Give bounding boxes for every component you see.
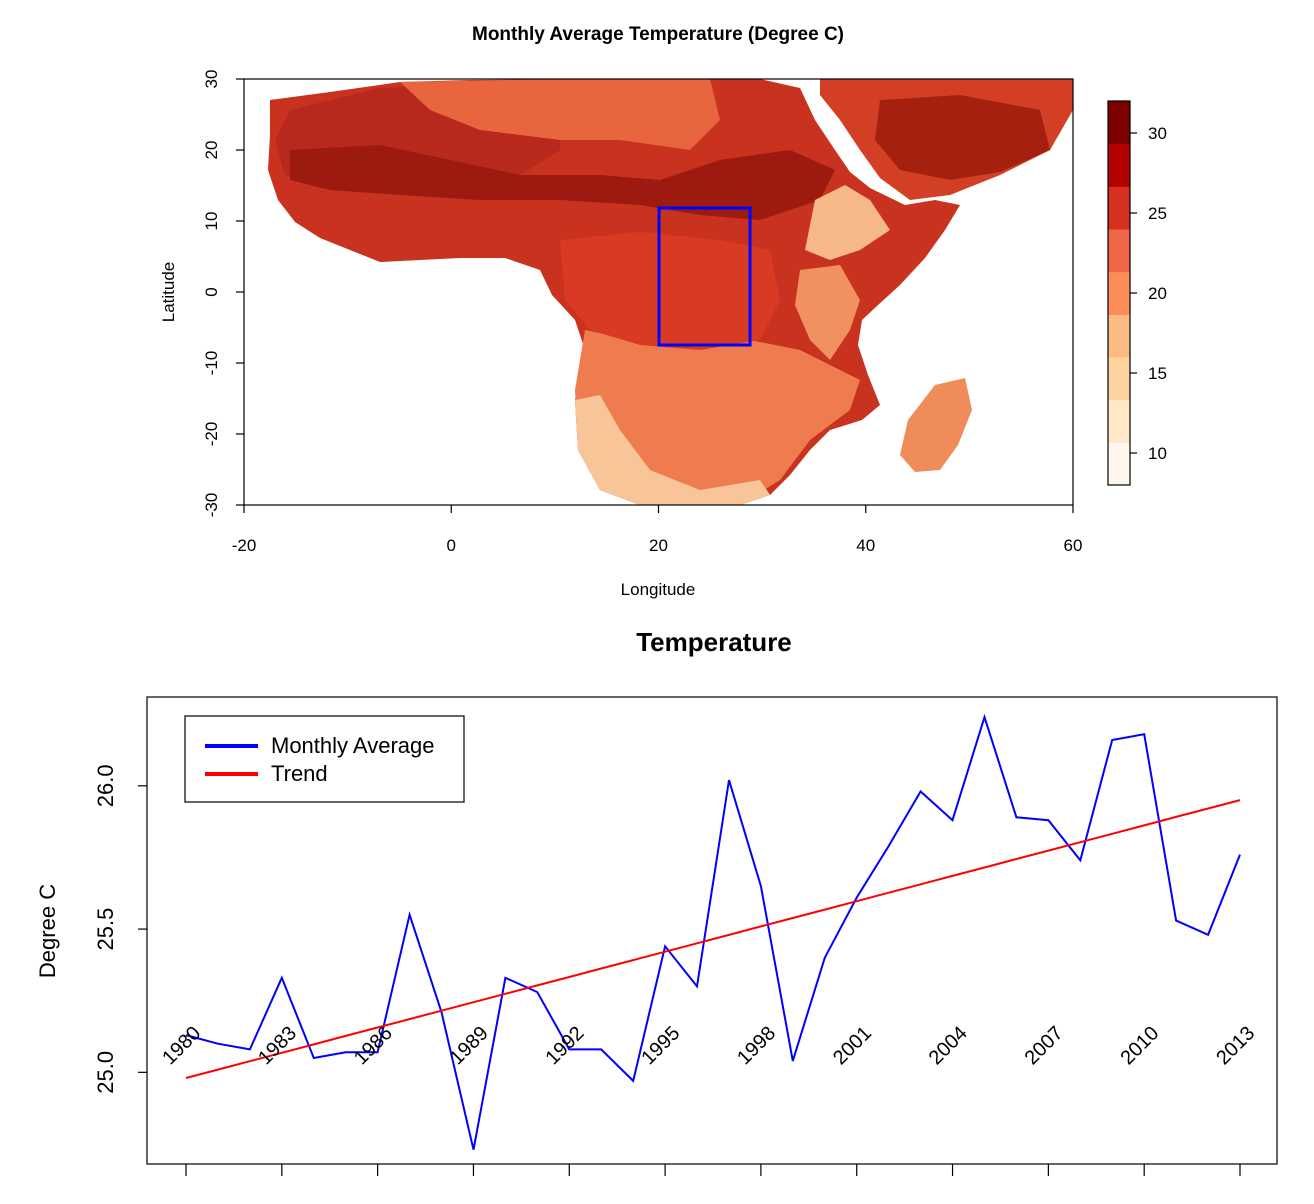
map-y-tick-label: -10: [202, 351, 221, 376]
year-label: 2004: [925, 1022, 972, 1069]
colorbar-tick-label: 25: [1148, 204, 1167, 223]
map-x-tick-label: -20: [232, 536, 257, 555]
colorbar-step: [1108, 186, 1130, 230]
colorbar-tick-label: 15: [1148, 364, 1167, 383]
map-y-tick-label: -30: [202, 493, 221, 518]
colorbar-step: [1108, 143, 1130, 187]
map-y-tick-label: 30: [202, 70, 221, 89]
map-title: Monthly Average Temperature (Degree C): [472, 24, 844, 45]
line-y-axis-label: Degree C: [35, 884, 60, 978]
map-y-tick-label: 20: [202, 141, 221, 160]
series-monthly-average-line: [185, 713, 1241, 1150]
year-label: 1995: [637, 1022, 684, 1069]
colorbar-tick-label: 20: [1148, 284, 1167, 303]
legend-label-monthly-average: Monthly Average: [271, 733, 434, 758]
ethiopia-highlands: [805, 185, 890, 260]
year-label: 1986: [350, 1022, 397, 1069]
colorbar-step: [1108, 229, 1130, 273]
line-chart-title: Temperature: [636, 627, 792, 657]
legend-box: [184, 715, 465, 803]
year-label: 1992: [542, 1022, 589, 1069]
southern-light: [575, 330, 860, 505]
east-africa-highlands: [795, 265, 860, 360]
map-x-tick-label: 60: [1064, 536, 1083, 555]
colorbar-step: [1108, 399, 1130, 443]
map-y-axis-label: Latitude: [159, 262, 178, 323]
region-highlight-box: [657, 206, 752, 347]
legend-label-trend: Trend: [271, 761, 328, 786]
sahel-dark: [290, 145, 835, 220]
colorbar: 10 15 20 25 30: [1107, 100, 1167, 486]
line-y-tick-label: 25.0: [93, 1051, 118, 1094]
south-coast-pale: [575, 395, 770, 505]
colorbar-step: [1108, 357, 1130, 401]
line-y-tick-label: 25.5: [93, 908, 118, 951]
map-x-tick-label: 0: [447, 536, 456, 555]
map-y-tick-label: 10: [202, 212, 221, 231]
colorbar-step: [1108, 314, 1130, 358]
map-y-tick-label: 0: [202, 287, 221, 296]
map-x-axis-label: Longitude: [621, 580, 696, 599]
colorbar-tick-label: 30: [1148, 124, 1167, 143]
year-label: 1983: [254, 1022, 301, 1069]
year-label: 2001: [829, 1022, 876, 1069]
line-plot-frame: [146, 696, 1278, 1165]
colorbar-step: [1108, 101, 1130, 145]
colorbar-tick-label: 10: [1148, 444, 1167, 463]
year-label: 1998: [733, 1022, 780, 1069]
legend: Monthly Average Trend: [184, 715, 465, 803]
colorbar-step: [1108, 442, 1130, 486]
map-x-tick-label: 40: [856, 536, 875, 555]
arabia-dark: [875, 95, 1050, 180]
year-label: 2007: [1021, 1022, 1068, 1069]
map-land: [268, 79, 1073, 505]
series-trend-line: [185, 799, 1241, 1079]
congo-basin: [560, 232, 780, 350]
year-label: 2010: [1116, 1022, 1163, 1069]
colorbar-step: [1108, 271, 1130, 315]
madagascar: [900, 378, 972, 472]
north-light: [400, 79, 720, 150]
map-y-tick-label: -20: [202, 422, 221, 447]
line-y-tick-label: 26.0: [93, 764, 118, 807]
map-x-tick-label: 20: [649, 536, 668, 555]
year-label: 1980: [158, 1022, 205, 1069]
year-label: 2013: [1212, 1022, 1259, 1069]
